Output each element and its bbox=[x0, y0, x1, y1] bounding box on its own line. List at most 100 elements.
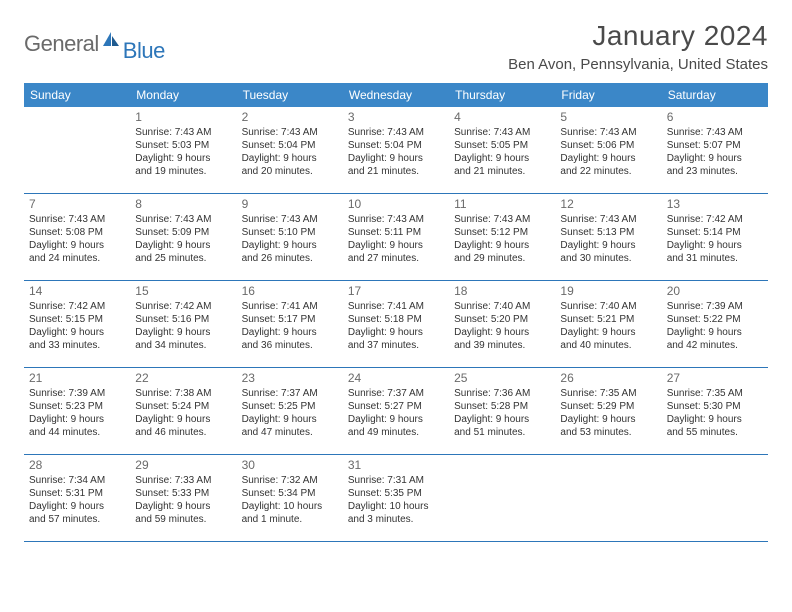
day-info-line: and 37 minutes. bbox=[348, 339, 444, 352]
weeks-container: 1Sunrise: 7:43 AMSunset: 5:03 PMDaylight… bbox=[24, 107, 768, 542]
day-info-line: and 1 minute. bbox=[242, 513, 338, 526]
day-info-line: Sunrise: 7:43 AM bbox=[348, 213, 444, 226]
day-info-line: and 20 minutes. bbox=[242, 165, 338, 178]
day-cell: 19 Sunrise: 7:40 AMSunset: 5:21 PMDayligh… bbox=[555, 281, 661, 367]
empty-day-cell bbox=[449, 455, 555, 541]
day-info-line: and 36 minutes. bbox=[242, 339, 338, 352]
day-number: 6 bbox=[667, 110, 763, 124]
day-number: 26 bbox=[560, 371, 656, 385]
day-info-line: and 22 minutes. bbox=[560, 165, 656, 178]
day-info: Sunrise: 7:43 AMSunset: 5:11 PMDaylight:… bbox=[348, 213, 444, 265]
day-info-line: Sunrise: 7:35 AM bbox=[560, 387, 656, 400]
day-info-line: Daylight: 9 hours bbox=[135, 500, 231, 513]
week-row: 7Sunrise: 7:43 AMSunset: 5:08 PMDaylight… bbox=[24, 194, 768, 281]
day-cell: 25Sunrise: 7:36 AMSunset: 5:28 PMDayligh… bbox=[449, 368, 555, 454]
day-info-line: Sunrise: 7:38 AM bbox=[135, 387, 231, 400]
day-info-line: and 39 minutes. bbox=[454, 339, 550, 352]
day-info-line: and 59 minutes. bbox=[135, 513, 231, 526]
day-info-line: Daylight: 9 hours bbox=[135, 326, 231, 339]
day-info: Sunrise: 7:35 AMSunset: 5:30 PMDaylight:… bbox=[667, 387, 763, 439]
day-number: 4 bbox=[454, 110, 550, 124]
day-info: Sunrise: 7:42 AMSunset: 5:14 PMDaylight:… bbox=[667, 213, 763, 265]
day-info: Sunrise: 7:41 AMSunset: 5:17 PMDaylight:… bbox=[242, 300, 338, 352]
day-cell: 5Sunrise: 7:43 AMSunset: 5:06 PMDaylight… bbox=[555, 107, 661, 193]
week-row: 14Sunrise: 7:42 AMSunset: 5:15 PMDayligh… bbox=[24, 281, 768, 368]
day-number: 31 bbox=[348, 458, 444, 472]
day-info: Sunrise: 7:43 AMSunset: 5:13 PMDaylight:… bbox=[560, 213, 656, 265]
day-cell: 8Sunrise: 7:43 AMSunset: 5:09 PMDaylight… bbox=[130, 194, 236, 280]
day-info-line: Sunrise: 7:31 AM bbox=[348, 474, 444, 487]
day-cell: 11Sunrise: 7:43 AMSunset: 5:12 PMDayligh… bbox=[449, 194, 555, 280]
day-cell: 26 Sunrise: 7:35 AMSunset: 5:29 PMDayligh… bbox=[555, 368, 661, 454]
day-info-line: Sunrise: 7:37 AM bbox=[348, 387, 444, 400]
day-info: Sunrise: 7:38 AMSunset: 5:24 PMDaylight:… bbox=[135, 387, 231, 439]
day-cell: 7 Sunrise: 7:43 AMSunset: 5:08 PMDaylight… bbox=[24, 194, 130, 280]
day-cell: 3Sunrise: 7:43 AMSunset: 5:04 PMDaylight… bbox=[343, 107, 449, 193]
day-info-line: and 57 minutes. bbox=[29, 513, 125, 526]
day-number: 16 bbox=[242, 284, 338, 298]
day-info-line: Sunrise: 7:41 AM bbox=[242, 300, 338, 313]
day-cell: 6 Sunrise: 7:43 AMSunset: 5:07 PMDaylight… bbox=[662, 107, 768, 193]
day-info-line: and 46 minutes. bbox=[135, 426, 231, 439]
day-info-line: Sunrise: 7:42 AM bbox=[667, 213, 763, 226]
day-info-line: Sunset: 5:28 PM bbox=[454, 400, 550, 413]
day-info-line: Daylight: 9 hours bbox=[135, 152, 231, 165]
day-info: Sunrise: 7:34 AMSunset: 5:31 PMDaylight:… bbox=[29, 474, 125, 526]
day-number: 28 bbox=[29, 458, 125, 472]
day-info: Sunrise: 7:33 AMSunset: 5:33 PMDaylight:… bbox=[135, 474, 231, 526]
day-info-line: Sunset: 5:08 PM bbox=[29, 226, 125, 239]
day-info: Sunrise: 7:43 AMSunset: 5:04 PMDaylight:… bbox=[242, 126, 338, 178]
day-info-line: and 30 minutes. bbox=[560, 252, 656, 265]
day-info-line: and 29 minutes. bbox=[454, 252, 550, 265]
day-cell: 15Sunrise: 7:42 AMSunset: 5:16 PMDayligh… bbox=[130, 281, 236, 367]
day-cell: 22Sunrise: 7:38 AMSunset: 5:24 PMDayligh… bbox=[130, 368, 236, 454]
day-info-line: Daylight: 9 hours bbox=[454, 239, 550, 252]
day-cell: 27Sunrise: 7:35 AMSunset: 5:30 PMDayligh… bbox=[662, 368, 768, 454]
day-info: Sunrise: 7:41 AMSunset: 5:18 PMDaylight:… bbox=[348, 300, 444, 352]
day-info-line: and 3 minutes. bbox=[348, 513, 444, 526]
day-info: Sunrise: 7:43 AMSunset: 5:07 PMDaylight:… bbox=[667, 126, 763, 178]
day-info: Sunrise: 7:43 AMSunset: 5:08 PMDaylight:… bbox=[29, 213, 125, 265]
day-number: 9 bbox=[242, 197, 338, 211]
day-info-line: Sunrise: 7:43 AM bbox=[242, 126, 338, 139]
day-info-line: and 44 minutes. bbox=[29, 426, 125, 439]
day-info: Sunrise: 7:42 AMSunset: 5:15 PMDaylight:… bbox=[29, 300, 125, 352]
day-info-line: and 19 minutes. bbox=[135, 165, 231, 178]
day-cell: 4 Sunrise: 7:43 AMSunset: 5:05 PMDaylight… bbox=[449, 107, 555, 193]
day-info-line: and 24 minutes. bbox=[29, 252, 125, 265]
day-info-line: Sunrise: 7:43 AM bbox=[135, 213, 231, 226]
day-number: 21 bbox=[29, 371, 125, 385]
day-cell: 9Sunrise: 7:43 AMSunset: 5:10 PMDaylight… bbox=[237, 194, 343, 280]
day-info-line: Daylight: 9 hours bbox=[560, 152, 656, 165]
day-info: Sunrise: 7:43 AMSunset: 5:05 PMDaylight:… bbox=[454, 126, 550, 178]
day-info-line: Sunrise: 7:41 AM bbox=[348, 300, 444, 313]
logo-text-gray: General bbox=[24, 31, 99, 57]
day-info: Sunrise: 7:39 AMSunset: 5:23 PMDaylight:… bbox=[29, 387, 125, 439]
day-info-line: Daylight: 9 hours bbox=[348, 239, 444, 252]
day-info-line: Sunset: 5:30 PM bbox=[667, 400, 763, 413]
day-info: Sunrise: 7:37 AMSunset: 5:25 PMDaylight:… bbox=[242, 387, 338, 439]
day-info-line: and 40 minutes. bbox=[560, 339, 656, 352]
day-cell: 18Sunrise: 7:40 AMSunset: 5:20 PMDayligh… bbox=[449, 281, 555, 367]
title-block: January 2024 Ben Avon, Pennsylvania, Uni… bbox=[508, 20, 768, 73]
day-info-line: Sunrise: 7:42 AM bbox=[29, 300, 125, 313]
day-info: Sunrise: 7:40 AMSunset: 5:20 PMDaylight:… bbox=[454, 300, 550, 352]
day-info-line: Sunrise: 7:43 AM bbox=[242, 213, 338, 226]
day-info-line: and 26 minutes. bbox=[242, 252, 338, 265]
day-info: Sunrise: 7:35 AMSunset: 5:29 PMDaylight:… bbox=[560, 387, 656, 439]
day-info-line: Sunrise: 7:42 AM bbox=[135, 300, 231, 313]
day-info-line: Daylight: 9 hours bbox=[560, 413, 656, 426]
day-info-line: Sunset: 5:04 PM bbox=[242, 139, 338, 152]
day-info-line: Sunset: 5:24 PM bbox=[135, 400, 231, 413]
day-info-line: and 33 minutes. bbox=[29, 339, 125, 352]
day-info-line: Sunrise: 7:35 AM bbox=[667, 387, 763, 400]
day-info-line: Sunset: 5:23 PM bbox=[29, 400, 125, 413]
day-info-line: and 53 minutes. bbox=[560, 426, 656, 439]
day-number: 7 bbox=[29, 197, 125, 211]
day-info: Sunrise: 7:40 AMSunset: 5:21 PMDaylight:… bbox=[560, 300, 656, 352]
day-info-line: Sunrise: 7:40 AM bbox=[560, 300, 656, 313]
day-number: 19 bbox=[560, 284, 656, 298]
day-info-line: Sunset: 5:06 PM bbox=[560, 139, 656, 152]
day-number: 5 bbox=[560, 110, 656, 124]
day-info-line: Daylight: 9 hours bbox=[29, 239, 125, 252]
